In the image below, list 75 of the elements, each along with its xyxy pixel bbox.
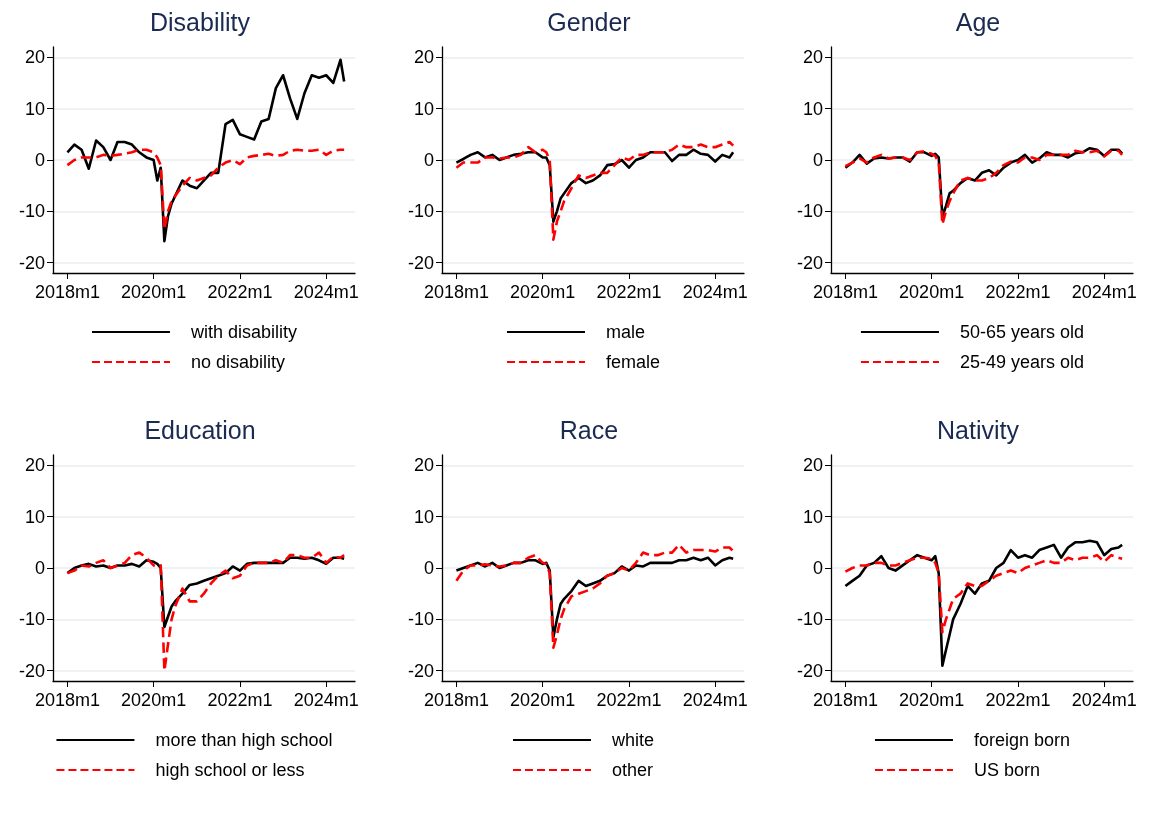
x-tick-label: 2020m1 (899, 282, 965, 302)
legend-label: high school or less (155, 760, 305, 780)
x-tick-label: 2022m1 (985, 690, 1051, 710)
legend-label: white (610, 730, 655, 750)
chart-title: Education (144, 415, 256, 444)
y-tick-label: -20 (407, 660, 434, 681)
x-tick-label: 2022m1 (985, 282, 1051, 302)
line-series (844, 553, 1124, 634)
x-tick-label: 2022m1 (596, 690, 662, 710)
y-tick-label: 0 (423, 558, 434, 578)
y-tick-label: 20 (24, 455, 45, 476)
y-tick-label: 0 (812, 150, 823, 170)
x-tick-label: 2020m1 (121, 282, 187, 302)
y-tick-label: 10 (413, 98, 434, 119)
x-tick-label: 2020m1 (510, 690, 576, 710)
x-tick-label: 2018m1 (34, 282, 100, 302)
y-tick-label: -10 (796, 201, 823, 222)
legend-label: US born (973, 760, 1041, 780)
y-tick-label: -20 (407, 252, 434, 273)
x-tick-label: 2024m1 (682, 690, 748, 710)
x-tick-label: 2022m1 (596, 282, 662, 302)
chart-title: Age (955, 7, 1001, 36)
x-tick-label: 2024m1 (1071, 282, 1137, 302)
x-tick-label: 2018m1 (812, 282, 878, 302)
chart-title: Gender (547, 7, 631, 36)
y-tick-label: 20 (802, 47, 823, 68)
y-tick-label: -20 (18, 252, 45, 273)
y-tick-label: 10 (24, 98, 45, 119)
x-tick-label: 2024m1 (293, 282, 359, 302)
y-tick-label: 0 (423, 150, 434, 170)
legend-label: 25-49 years old (959, 352, 1085, 372)
y-tick-label: 0 (812, 558, 823, 578)
y-tick-label: 20 (413, 47, 434, 68)
y-tick-label: -10 (796, 609, 823, 630)
legend-label: 50-65 years old (959, 322, 1085, 342)
y-tick-label: 10 (802, 98, 823, 119)
y-tick-label: -10 (407, 201, 434, 222)
x-tick-label: 2018m1 (423, 690, 489, 710)
y-tick-label: 0 (34, 558, 45, 578)
y-tick-label: 0 (34, 150, 45, 170)
legend-label: male (605, 322, 645, 342)
y-tick-label: -10 (407, 609, 434, 630)
legend-label: more than high school (155, 730, 333, 750)
x-tick-label: 2020m1 (899, 690, 965, 710)
y-tick-label: -20 (18, 660, 45, 681)
y-tick-label: 20 (413, 455, 434, 476)
x-tick-label: 2020m1 (510, 282, 576, 302)
line-series (455, 140, 735, 241)
y-tick-label: -10 (18, 201, 45, 222)
x-tick-label: 2022m1 (207, 282, 273, 302)
y-tick-label: 10 (413, 506, 434, 527)
x-tick-label: 2018m1 (423, 282, 489, 302)
x-tick-label: 2018m1 (34, 690, 100, 710)
x-tick-label: 2018m1 (812, 690, 878, 710)
y-tick-label: 10 (24, 506, 45, 527)
x-tick-label: 2020m1 (121, 690, 187, 710)
y-tick-label: 20 (802, 455, 823, 476)
chart-title: Nativity (937, 415, 1020, 444)
legend-label: other (611, 760, 654, 780)
legend-label: with disability (189, 322, 298, 342)
y-tick-label: -20 (796, 660, 823, 681)
x-tick-label: 2024m1 (682, 282, 748, 302)
y-tick-label: 10 (802, 506, 823, 527)
x-tick-label: 2022m1 (207, 690, 273, 710)
legend-label: foreign born (973, 730, 1071, 750)
y-tick-label: 20 (24, 47, 45, 68)
y-tick-label: -10 (18, 609, 45, 630)
legend-label: female (605, 352, 661, 372)
x-tick-label: 2024m1 (1071, 690, 1137, 710)
x-tick-label: 2024m1 (293, 690, 359, 710)
y-tick-label: -20 (796, 252, 823, 273)
legend-label: no disability (190, 352, 286, 372)
line-series (455, 543, 735, 649)
chart-title: Disability (149, 7, 251, 36)
chart-title: Race (559, 415, 619, 444)
